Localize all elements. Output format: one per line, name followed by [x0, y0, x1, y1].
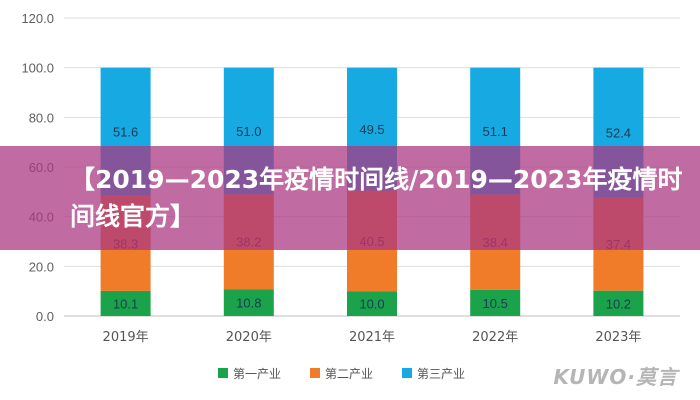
data-label: 51.1	[483, 124, 508, 139]
watermark: KUWO·莫言	[553, 365, 678, 389]
legend: 第一产业 第二产业 第三产业	[218, 367, 465, 381]
data-label: 10.0	[359, 297, 384, 312]
x-tick-label: 2020年	[226, 330, 272, 345]
legend-swatch	[310, 368, 320, 378]
data-label: 51.6	[113, 125, 138, 140]
data-label: 52.4	[606, 126, 631, 141]
legend-label: 第一产业	[233, 367, 281, 381]
x-axis: 2019年 2020年 2021年 2022年 2023年	[103, 330, 642, 345]
y-tick-label: 120.0	[21, 11, 54, 26]
y-tick-label: 80.0	[29, 110, 54, 125]
x-tick-label: 2019年	[103, 330, 149, 345]
bar-segment	[100, 290, 151, 316]
data-label: 10.2	[606, 296, 631, 311]
data-label: 10.8	[236, 296, 261, 311]
legend-label: 第三产业	[417, 367, 465, 381]
y-tick-label: 20.0	[29, 259, 54, 274]
legend-swatch	[218, 368, 228, 378]
bar-segment	[470, 289, 521, 316]
legend-swatch	[402, 368, 412, 378]
bar-segment	[593, 290, 644, 316]
bar-segment	[347, 291, 397, 316]
y-tick-label: 100.0	[21, 61, 54, 76]
data-label: 10.1	[113, 296, 138, 311]
x-tick-label: 2022年	[472, 330, 518, 345]
data-label: 49.5	[359, 122, 384, 137]
x-tick-label: 2023年	[595, 330, 641, 345]
data-label: 51.0	[236, 124, 261, 139]
x-tick-label: 2021年	[349, 330, 395, 345]
banner-text: 【2019—2023年疫情时间线/2019—2023年疫情时间线官方】	[70, 165, 683, 231]
data-label: 10.5	[483, 296, 508, 311]
y-tick-label: 0.0	[36, 309, 54, 324]
title-banner-overlay: 【2019—2023年疫情时间线/2019—2023年疫情时间线官方】	[0, 146, 700, 250]
legend-label: 第二产业	[325, 367, 373, 381]
bar-segment	[223, 289, 274, 316]
